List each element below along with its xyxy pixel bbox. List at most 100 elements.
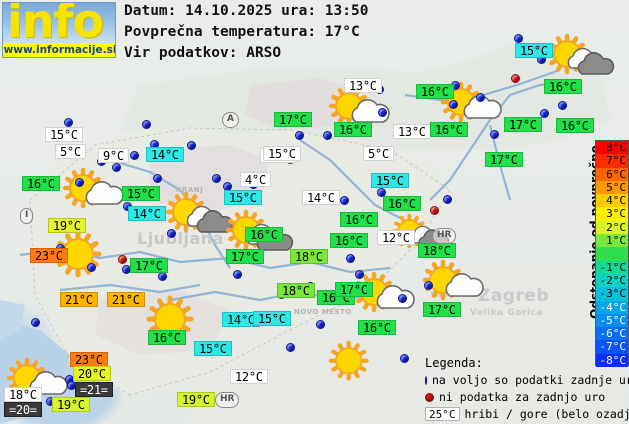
station-dot-available[interactable] [167,229,176,238]
station-dot-available[interactable] [112,163,121,172]
legend-label: hribi / gore (belo ozadje) [464,407,629,421]
station-dot-available[interactable] [398,294,407,303]
scale-row: -7°C [596,340,628,354]
temperature-chip: 18°C [290,249,328,264]
station-dot-available[interactable] [75,178,84,187]
station-dot-available[interactable] [316,320,325,329]
temperature-chip: 19°C [52,397,90,412]
temperature-chip: 16°C [544,79,582,94]
temperature-chip: 21°C [60,292,98,307]
legend-row: na voljo so podatki zadnje ure [425,372,629,388]
map-place-label: Ljubljana [137,229,224,248]
temperature-chip: 14°C [146,147,184,162]
station-dot-available[interactable] [449,100,458,109]
temperature-chip: 23°C [70,352,108,367]
temperature-chip: 16°C [430,122,468,137]
mountain-temperature-chip: 5°C [55,144,86,159]
weather-symbol-sun-cloud-gray [165,191,234,238]
weather-symbol-sun [328,340,369,381]
station-dot-available[interactable] [286,343,295,352]
station-dot-available[interactable] [212,174,221,183]
temperature-chip: 16°C [148,330,186,345]
temperature-chip: 17°C [335,282,373,297]
station-dot-missing[interactable] [511,74,520,83]
temperature-chip: 17°C [423,302,461,317]
legend: Legenda: na voljo so podatki zadnje ure n… [425,356,629,424]
temperature-chip: 16°C [330,233,368,248]
map-place-label: KRANJ [176,186,204,194]
scale-row: 7°C [596,154,628,168]
scale-row [596,247,628,261]
station-dot-available[interactable] [31,318,40,327]
site-logo[interactable]: info www.informacije.si [2,2,116,58]
station-dot-available[interactable] [378,108,387,117]
station-dot-available[interactable] [87,263,96,272]
legend-blue-dot-icon [425,375,427,385]
mountain-temperature-chip: 15°C [263,146,301,161]
temperature-chip: 21°C [107,292,145,307]
temperature-chip: 16°C [334,122,372,137]
station-dot-available[interactable] [443,195,452,204]
station-dot-available[interactable] [558,101,567,110]
map-place-label: Zagreb [478,286,550,306]
mountain-temperature-chip: 12°C [377,230,415,245]
mountain-temperature-chip: 18°C [4,387,42,402]
mountain-temperature-chip: 12°C [230,369,268,384]
station-dot-available[interactable] [355,270,364,279]
temperature-chip: 18°C [277,283,315,298]
header-datetime: Datum: 14.10.2025 ura: 13:50 [124,3,369,19]
station-dot-available[interactable] [490,130,499,139]
station-dot-missing[interactable] [118,255,127,264]
station-dot-available[interactable] [476,93,485,102]
station-dot-available[interactable] [130,151,139,160]
station-dot-available[interactable] [540,109,549,118]
header-average-temperature: Povprečna temperatura: 17°C [124,24,360,40]
scale-row: 6°C [596,167,628,181]
temperature-chip: 20°C [73,366,111,381]
country-code-tag: I [20,208,34,224]
temperature-chip: 19°C [177,392,215,407]
country-code-tag: A [222,112,239,128]
temperature-chip: 18°C [418,243,456,258]
header-data-source: Vir podatkov: ARSO [124,45,282,61]
station-dot-available[interactable] [514,34,523,43]
station-dot-available[interactable] [346,254,355,263]
station-dot-missing[interactable] [430,206,439,215]
station-dot-available[interactable] [400,354,409,363]
scale-bar: 8°C 7°C 6°C 5°C 4°C 3°C 2°C 1°C -1°C -2°C -3°C -4°C… [595,140,629,368]
temperature-chip: 16°C [556,118,594,133]
mountain-temperature-chip: 13°C [393,124,431,139]
scale-row: 1°C [596,234,628,248]
mountain-temperature-chip: 9°C [98,148,129,163]
mountain-temperature-chip: 13°C [344,78,382,93]
country-code-tag: HR [432,228,457,244]
station-dot-available[interactable] [233,270,242,279]
legend-row: ni podatka za zadnjo uro [425,389,625,405]
temperature-chip: 16°C [340,212,378,227]
weather-symbol-sun [54,230,102,278]
temperature-chip: 19°C [48,218,86,233]
scale-row: -4°C [596,300,628,314]
legend-rows: na voljo so podatki zadnje ure ni podatka… [425,372,629,424]
station-dot-available[interactable] [64,118,73,127]
station-dot-available[interactable] [340,196,349,205]
mountain-temperature-chip: 15°C [45,127,83,142]
station-dot-available[interactable] [295,131,304,140]
scale-row: -2°C [596,273,628,288]
station-dot-available[interactable] [142,120,151,129]
station-dot-available[interactable] [323,131,332,140]
temperature-chip: 23°C [30,248,68,263]
temperature-chip: 17°C [226,249,264,264]
temperature-chip: 16°C [383,196,421,211]
logo-url: www.informacije.si [3,43,116,57]
weather-symbol-sun-cloud [422,259,486,304]
temperature-chip: 17°C [130,258,168,273]
station-dot-available[interactable] [187,141,196,150]
station-dot-available[interactable] [424,281,433,290]
station-dot-available[interactable] [153,174,162,183]
legend-title: Legenda: [425,356,483,370]
temperature-chip: 16°C [22,176,60,191]
station-dot-available[interactable] [377,188,386,197]
legend-red-dot-icon [425,392,434,402]
